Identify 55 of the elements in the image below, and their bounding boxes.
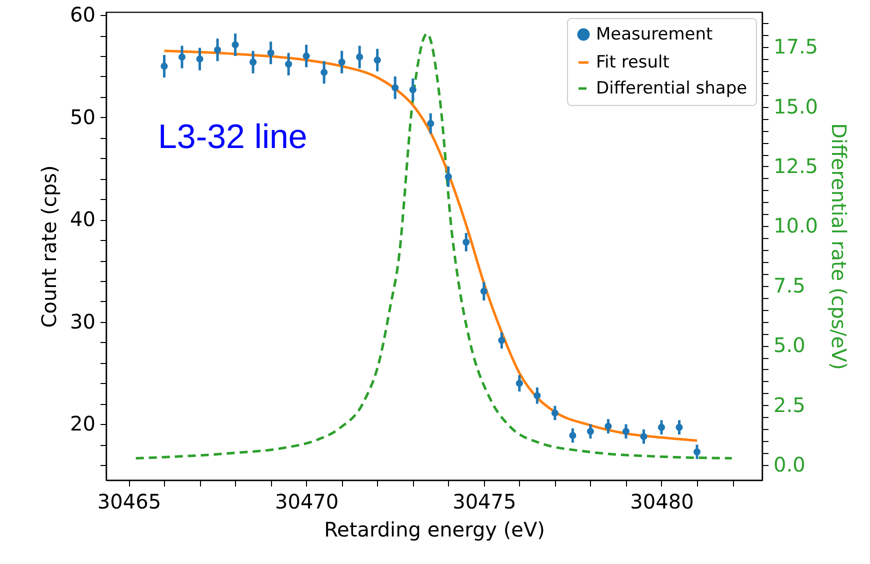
point — [498, 336, 506, 344]
x-tick-label: 30465 — [97, 490, 162, 514]
y-tick-label: 50 — [70, 104, 96, 129]
y2-tick-label: 15.0 — [774, 94, 818, 118]
point — [693, 448, 701, 456]
y-tick-label: 30 — [70, 309, 96, 334]
point — [569, 432, 576, 440]
point — [516, 380, 523, 387]
y2-tick-label: 0.0 — [774, 452, 806, 476]
point — [427, 120, 434, 128]
point — [480, 288, 488, 295]
y-axis-title: Count rate (cps) — [37, 165, 62, 328]
point — [196, 56, 204, 63]
point — [462, 238, 470, 246]
legend-label: Measurement — [596, 24, 714, 44]
point — [320, 68, 328, 76]
legend-label: Fit result — [596, 52, 670, 72]
y2-axis-title: Differential rate (cps/eV) — [827, 123, 852, 370]
point — [302, 52, 310, 60]
point — [444, 173, 452, 180]
point — [640, 432, 648, 440]
point — [267, 49, 274, 56]
y2-tick-label: 10.0 — [774, 214, 818, 238]
point — [214, 46, 222, 54]
x-tick-label: 30475 — [452, 490, 516, 514]
legend-label: Differential shape — [596, 78, 748, 98]
y2-tick-label: 12.5 — [774, 154, 818, 178]
y-tick-label: 60 — [70, 2, 96, 27]
x-tick-label: 30470 — [275, 490, 339, 514]
annotation: L3-32 line — [158, 118, 308, 156]
y2-tick-label: 5.0 — [774, 333, 806, 358]
point — [232, 41, 239, 48]
point — [534, 392, 541, 400]
x-axis-title: Retarding energy (eV) — [324, 518, 545, 542]
point — [338, 58, 346, 66]
y2-tick-label: 7.5 — [774, 273, 806, 298]
y2-tick-label: 17.5 — [774, 34, 818, 59]
point — [392, 84, 399, 92]
point — [160, 62, 168, 70]
point — [586, 428, 594, 435]
point — [409, 86, 416, 94]
y-tick-label: 20 — [70, 412, 96, 436]
point — [250, 58, 257, 66]
point — [604, 422, 612, 430]
point — [356, 53, 364, 61]
point — [285, 60, 292, 68]
x-tick-label: 30480 — [630, 490, 694, 514]
point — [374, 56, 381, 64]
point — [178, 53, 186, 61]
point — [658, 424, 666, 431]
y-tick-label: 40 — [70, 207, 96, 232]
point — [551, 409, 558, 417]
y2-tick-label: 2.5 — [774, 392, 806, 417]
point — [676, 424, 683, 431]
point — [622, 428, 630, 435]
